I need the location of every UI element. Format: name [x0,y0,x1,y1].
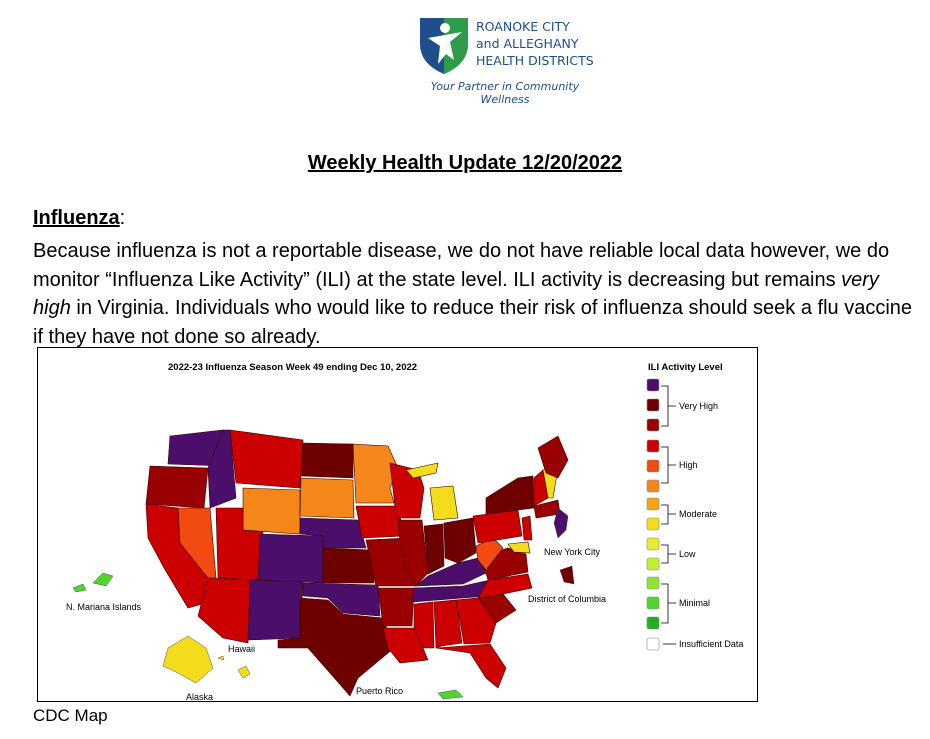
territory-insets [72,507,575,700]
legend-swatch [646,557,660,571]
influenza-paragraph: Because influenza is not a reportable di… [33,237,913,351]
legend-swatch [646,596,660,610]
legend-swatch [646,517,660,531]
label-nyc: New York City [544,547,601,557]
legend-swatch [646,537,660,551]
legend-swatch [646,418,660,432]
person-shield-logo-icon [420,18,468,74]
legend-swatch [646,479,660,493]
map-caption: CDC Map [33,706,108,725]
para-emphasis: very high [33,268,879,320]
legend-swatch [646,398,660,412]
legend-swatch [646,497,660,511]
legend-minimal: Minimal [679,598,710,608]
legend-insufficient: Insufficient Data [679,639,743,649]
legend-very-high: Very High [679,401,718,411]
us-states-map [145,429,569,697]
map-title: 2022-23 Influenza Season Week 49 ending … [168,362,417,373]
label-hawaii: Hawaii [228,644,255,654]
legend-swatch [646,576,660,590]
tagline: Your Partner in Community Wellness [430,80,580,106]
section-heading: Influenza [33,207,120,229]
para-part2: in Virginia. Individuals who would like … [33,297,913,348]
label-pr: Puerto Rico [356,686,403,696]
label-alaska: Alaska [186,692,213,701]
label-dc: District of Columbia [528,594,606,604]
page-title: Weekly Health Update 12/20/2022 [307,152,623,174]
org-name: ROANOKE CITY and ALLEGHANY HEALTH DISTRI… [476,19,594,68]
legend-brackets [661,385,676,645]
section-influenza: Influenza: [33,207,125,230]
legend-swatch [646,439,660,453]
section-colon: : [119,207,126,229]
legend-low: Low [679,549,696,559]
ili-activity-map: 2022-23 Influenza Season Week 49 ending … [37,347,758,702]
legend-moderate: Moderate [679,509,717,519]
legend-swatch [646,616,660,630]
legend-swatch [646,637,660,651]
para-part1: Because influenza is not a reportable di… [33,240,890,291]
label-nmi: N. Mariana Islands [66,602,142,612]
legend-title: ILI Activity Level [648,362,723,373]
legend-swatches [646,378,660,651]
legend-swatch [646,459,660,473]
health-district-logo: ROANOKE CITY and ALLEGHANY HEALTH DISTRI… [410,10,610,106]
legend-swatch [646,378,660,392]
legend-high: High [679,460,698,470]
